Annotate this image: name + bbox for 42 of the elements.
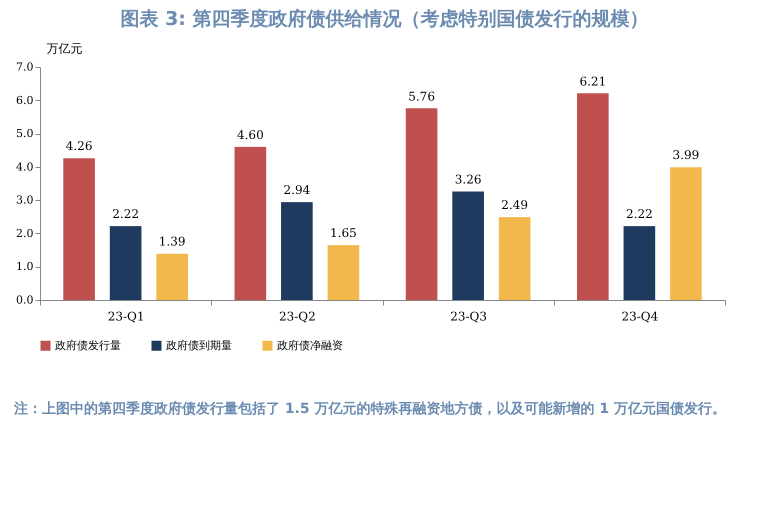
- data-label: 6.21: [579, 74, 606, 88]
- data-label: 3.26: [454, 172, 482, 186]
- legend-label: 政府债到期量: [166, 338, 232, 352]
- bar: [406, 108, 438, 300]
- chart-title: 图表 3: 第四季度政府债供给情况（考虑特别国债发行的规模）: [119, 7, 650, 32]
- bar: [670, 167, 702, 300]
- data-label: 2.49: [501, 198, 528, 212]
- y-tick-label: 4.0: [16, 160, 34, 174]
- y-tick-label: 3.0: [16, 194, 34, 207]
- data-label: 3.99: [672, 148, 700, 162]
- legend-label: 政府债发行量: [55, 338, 121, 352]
- bar: [110, 226, 142, 300]
- bar: [234, 146, 266, 300]
- y-axis-title: 万亿元: [46, 42, 82, 56]
- data-label: 1.39: [158, 234, 186, 249]
- x-tick-label: 23-Q1: [108, 310, 145, 324]
- data-label: 2.22: [626, 207, 653, 222]
- data-label: 4.26: [66, 139, 92, 154]
- text: 注：上图中的第四季度政府债发行量包括了 1.5 万亿元的特殊再融资地方债，以及可能新增的 1 万亿元国债发行。: [14, 400, 728, 419]
- y-tick-label: 0.0: [16, 294, 34, 306]
- bar: [63, 158, 95, 300]
- data-label: 4.60: [236, 128, 264, 142]
- x-tick-label: 23-Q4: [621, 310, 659, 324]
- legend-label: 政府债净融资: [277, 338, 343, 352]
- bar: [577, 93, 609, 300]
- data-label: 1.65: [330, 226, 357, 240]
- bar: [452, 191, 484, 300]
- bar: [156, 254, 188, 300]
- x-tick-label: 23-Q2: [278, 310, 316, 324]
- y-tick-label: 1.0: [16, 260, 34, 274]
- data-label: 2.22: [112, 207, 139, 222]
- data-label: 5.76: [408, 89, 435, 104]
- x-tick-label: 23-Q3: [450, 310, 488, 324]
- data-label: 2.94: [284, 183, 311, 198]
- y-tick-label: 5.0: [16, 127, 34, 140]
- bar: [281, 202, 313, 300]
- y-tick-label: 6.0: [16, 94, 34, 107]
- bar: [624, 226, 656, 300]
- bar: [328, 245, 360, 300]
- y-tick-label: 7.0: [16, 60, 34, 74]
- y-tick-label: 2.0: [16, 226, 34, 240]
- bar: [498, 217, 530, 300]
